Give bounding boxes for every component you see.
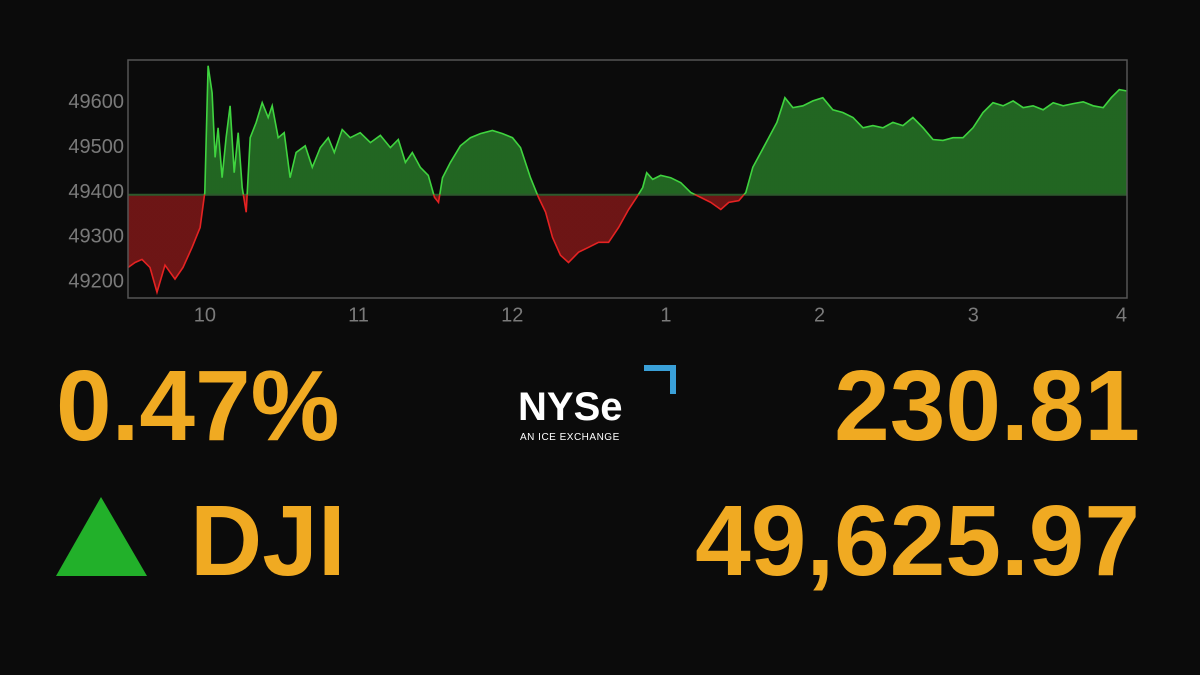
y-tick-label: 49200 <box>68 271 124 293</box>
x-tick-label: 1 <box>660 304 671 326</box>
area-fill <box>128 65 1127 293</box>
y-tick-label: 49600 <box>68 91 124 113</box>
x-tick-label: 11 <box>348 304 369 326</box>
logo-tagline: AN ICE EXCHANGE <box>520 432 620 443</box>
x-tick-label: 4 <box>1116 304 1127 326</box>
logo-name: NYSe <box>518 385 623 429</box>
up-arrow <box>56 497 147 576</box>
logo-corner <box>644 365 676 394</box>
x-tick-label: 2 <box>814 304 825 326</box>
y-tick-label: 49300 <box>68 226 124 248</box>
x-tick-label: 10 <box>194 304 216 326</box>
change-points: 230.81 <box>834 350 1140 462</box>
change-percent: 0.47% <box>56 350 340 462</box>
symbol: DJI <box>190 485 346 597</box>
y-tick-label: 49500 <box>68 136 124 158</box>
price-line <box>127 65 1128 296</box>
plot-frame <box>127 59 1128 299</box>
price: 49,625.97 <box>695 485 1140 597</box>
x-tick-label: 12 <box>501 304 523 326</box>
nyse-logo: NYSe AN ICE EXCHANGE <box>518 365 676 443</box>
x-tick-label: 3 <box>968 304 979 326</box>
y-tick-label: 49400 <box>68 181 124 203</box>
